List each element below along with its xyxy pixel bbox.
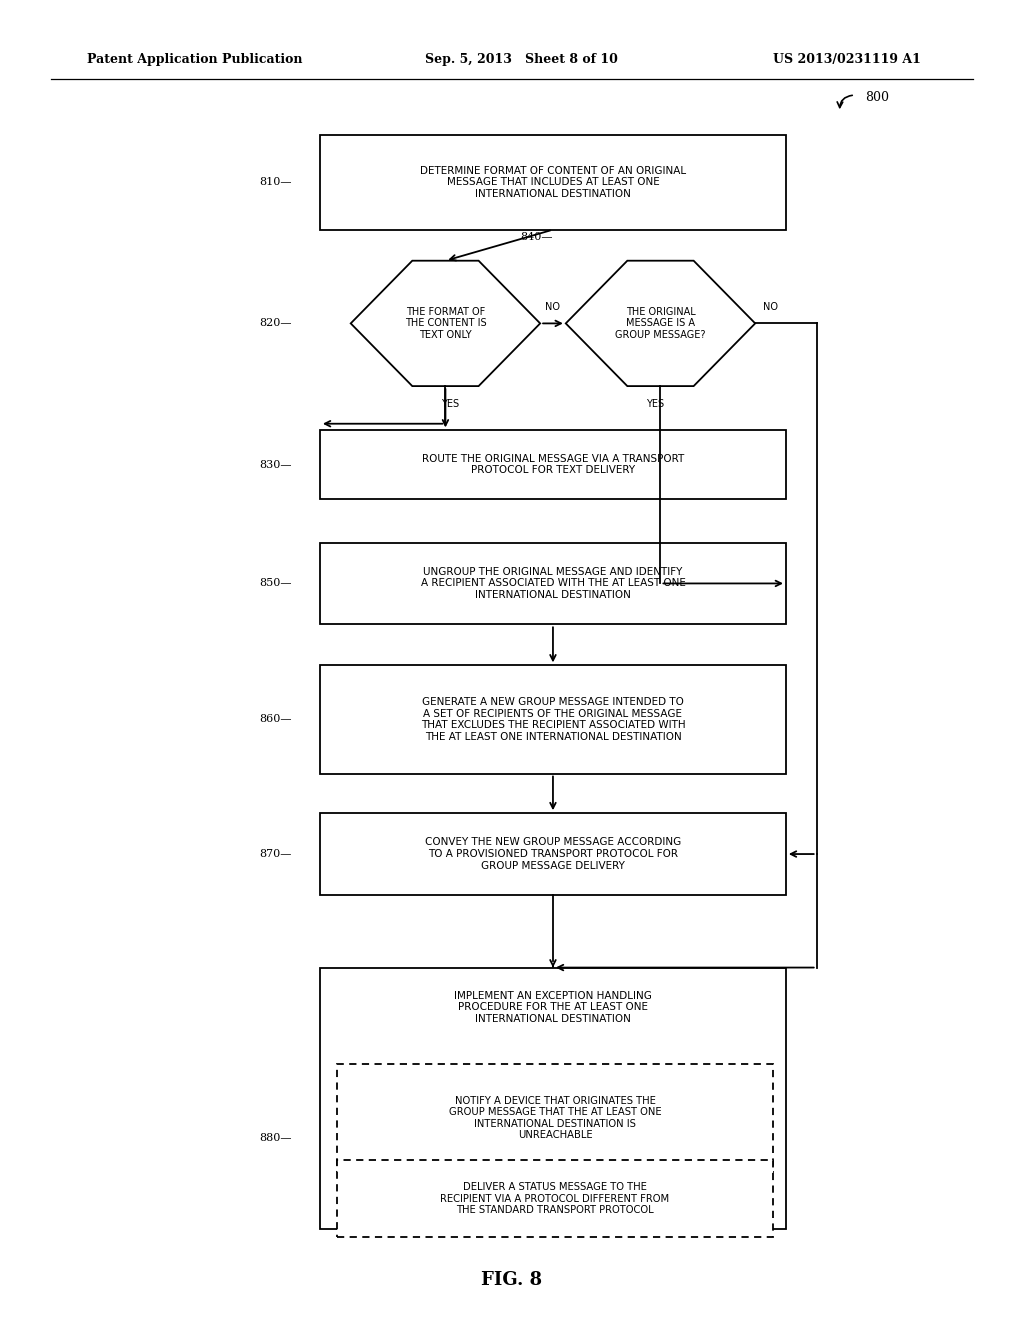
Text: IMPLEMENT AN EXCEPTION HANDLING
PROCEDURE FOR THE AT LEAST ONE
INTERNATIONAL DES: IMPLEMENT AN EXCEPTION HANDLING PROCEDUR…	[454, 990, 652, 1024]
Text: NO: NO	[763, 302, 778, 313]
Text: 850—: 850—	[259, 578, 292, 589]
Text: DELIVER A STATUS MESSAGE TO THE
RECIPIENT VIA A PROTOCOL DIFFERENT FROM
THE STAN: DELIVER A STATUS MESSAGE TO THE RECIPIEN…	[440, 1181, 670, 1216]
Text: Sep. 5, 2013   Sheet 8 of 10: Sep. 5, 2013 Sheet 8 of 10	[425, 53, 617, 66]
Text: FIG. 8: FIG. 8	[481, 1271, 543, 1290]
FancyBboxPatch shape	[319, 665, 786, 774]
Text: 840—: 840—	[520, 232, 553, 242]
Text: THE FORMAT OF
THE CONTENT IS
TEXT ONLY: THE FORMAT OF THE CONTENT IS TEXT ONLY	[404, 306, 486, 341]
Text: THE ORIGINAL
MESSAGE IS A
GROUP MESSAGE?: THE ORIGINAL MESSAGE IS A GROUP MESSAGE?	[615, 306, 706, 341]
Text: YES: YES	[441, 399, 460, 409]
FancyBboxPatch shape	[338, 1064, 772, 1172]
Polygon shape	[565, 261, 756, 385]
FancyBboxPatch shape	[319, 135, 786, 230]
Text: CONVEY THE NEW GROUP MESSAGE ACCORDING
TO A PROVISIONED TRANSPORT PROTOCOL FOR
G: CONVEY THE NEW GROUP MESSAGE ACCORDING T…	[425, 837, 681, 871]
Text: US 2013/0231119 A1: US 2013/0231119 A1	[773, 53, 921, 66]
Text: NOTIFY A DEVICE THAT ORIGINATES THE
GROUP MESSAGE THAT THE AT LEAST ONE
INTERNAT: NOTIFY A DEVICE THAT ORIGINATES THE GROU…	[449, 1096, 662, 1140]
Polygon shape	[350, 261, 541, 385]
Text: 800: 800	[865, 91, 889, 104]
Text: 810—: 810—	[259, 177, 292, 187]
FancyBboxPatch shape	[319, 430, 786, 499]
Text: 860—: 860—	[259, 714, 292, 725]
Text: 870—: 870—	[259, 849, 292, 859]
Text: 820—: 820—	[259, 318, 292, 329]
Text: 880—: 880—	[259, 1133, 292, 1143]
FancyBboxPatch shape	[319, 543, 786, 624]
Text: ROUTE THE ORIGINAL MESSAGE VIA A TRANSPORT
PROTOCOL FOR TEXT DELIVERY: ROUTE THE ORIGINAL MESSAGE VIA A TRANSPO…	[422, 454, 684, 475]
FancyBboxPatch shape	[319, 968, 786, 1229]
Text: YES: YES	[646, 399, 665, 409]
FancyBboxPatch shape	[319, 813, 786, 895]
Text: NO: NO	[545, 302, 560, 313]
Text: UNGROUP THE ORIGINAL MESSAGE AND IDENTIFY
A RECIPIENT ASSOCIATED WITH THE AT LEA: UNGROUP THE ORIGINAL MESSAGE AND IDENTIF…	[421, 566, 685, 601]
Text: Patent Application Publication: Patent Application Publication	[87, 53, 302, 66]
Text: DETERMINE FORMAT OF CONTENT OF AN ORIGINAL
MESSAGE THAT INCLUDES AT LEAST ONE
IN: DETERMINE FORMAT OF CONTENT OF AN ORIGIN…	[420, 165, 686, 199]
Text: 830—: 830—	[259, 459, 292, 470]
Text: GENERATE A NEW GROUP MESSAGE INTENDED TO
A SET OF RECIPIENTS OF THE ORIGINAL MES: GENERATE A NEW GROUP MESSAGE INTENDED TO…	[421, 697, 685, 742]
FancyBboxPatch shape	[338, 1160, 772, 1237]
